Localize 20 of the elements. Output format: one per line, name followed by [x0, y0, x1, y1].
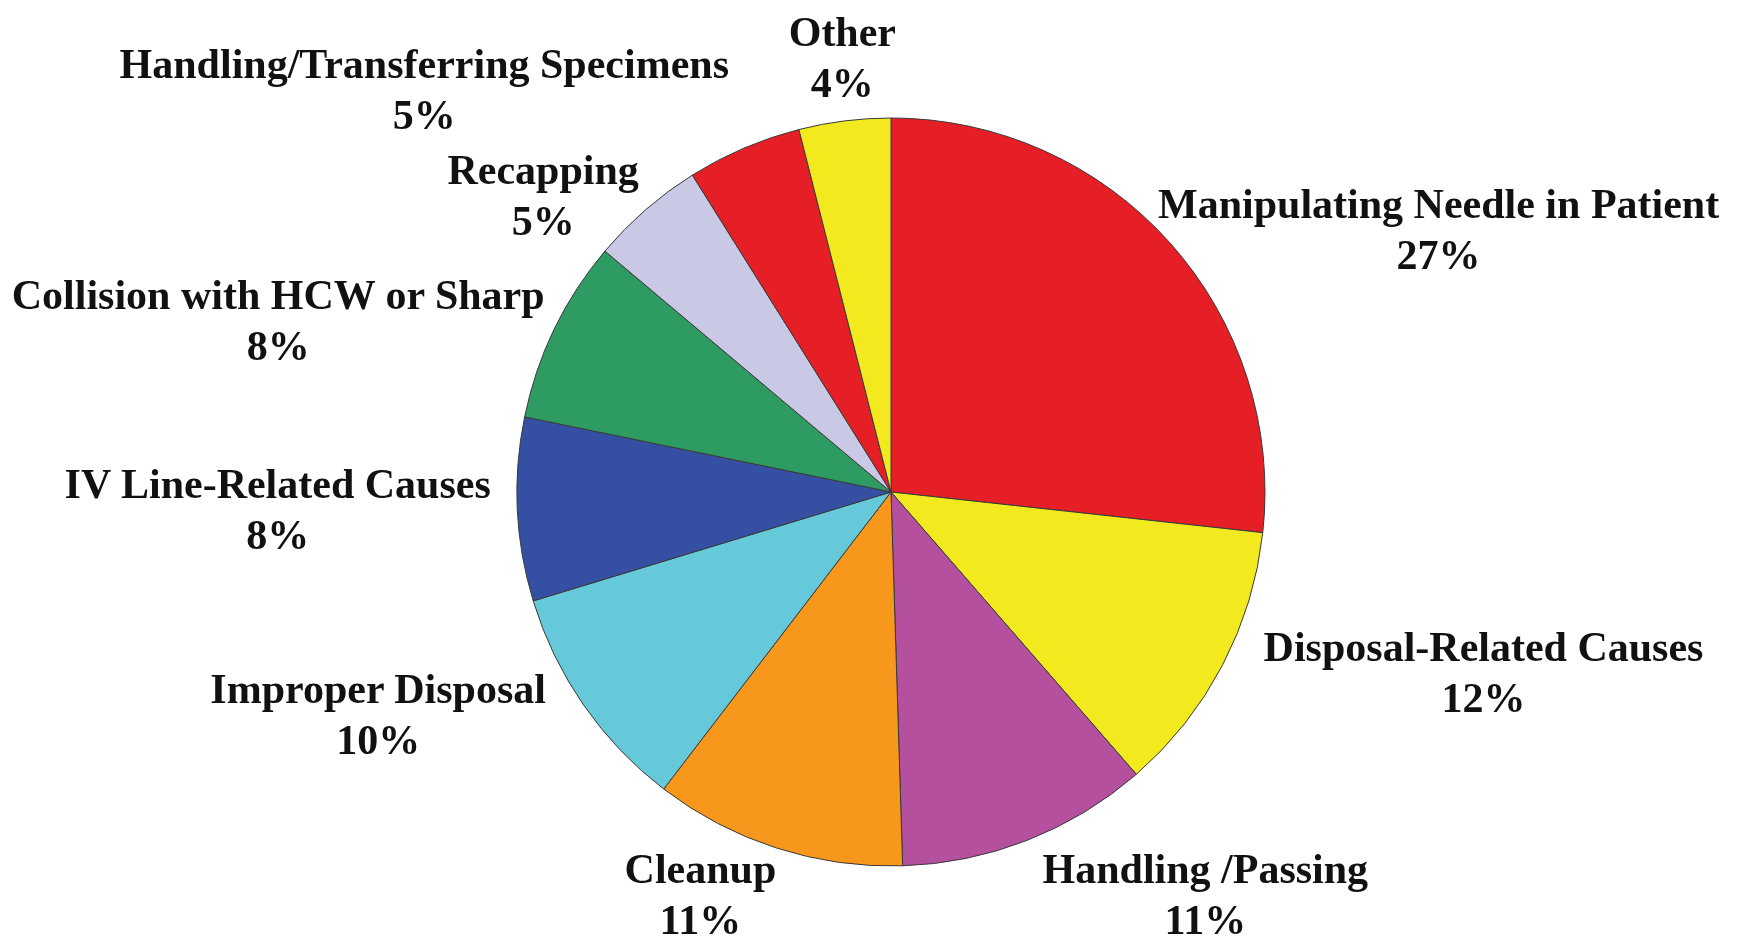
slice-label: Recapping: [447, 146, 639, 193]
data-label: 10%: [336, 716, 421, 763]
data-label: 11%: [659, 896, 742, 943]
data-label: 8%: [246, 511, 310, 558]
slice-label: Other: [788, 8, 896, 55]
data-label: 8%: [246, 322, 310, 369]
data-label: 27%: [1396, 231, 1481, 278]
slice-label: Disposal-Related Causes: [1263, 624, 1704, 671]
data-label: 11%: [1164, 896, 1247, 943]
slice-label: IV Line-Related Causes: [64, 460, 491, 507]
data-label: 5%: [392, 91, 456, 138]
slice-label: Handling/Transferring Specimens: [119, 40, 730, 87]
slice-label: Manipulating Needle in Patient: [1158, 180, 1720, 227]
slice-label: Cleanup: [624, 845, 777, 892]
slice-label: Improper Disposal: [210, 665, 546, 712]
data-label: 4%: [810, 59, 874, 106]
slice-label: Handling /Passing: [1042, 845, 1369, 892]
slice-label: Collision with HCW or Sharp: [11, 271, 545, 318]
data-label: 5%: [511, 197, 575, 244]
data-label: 12%: [1441, 675, 1526, 722]
